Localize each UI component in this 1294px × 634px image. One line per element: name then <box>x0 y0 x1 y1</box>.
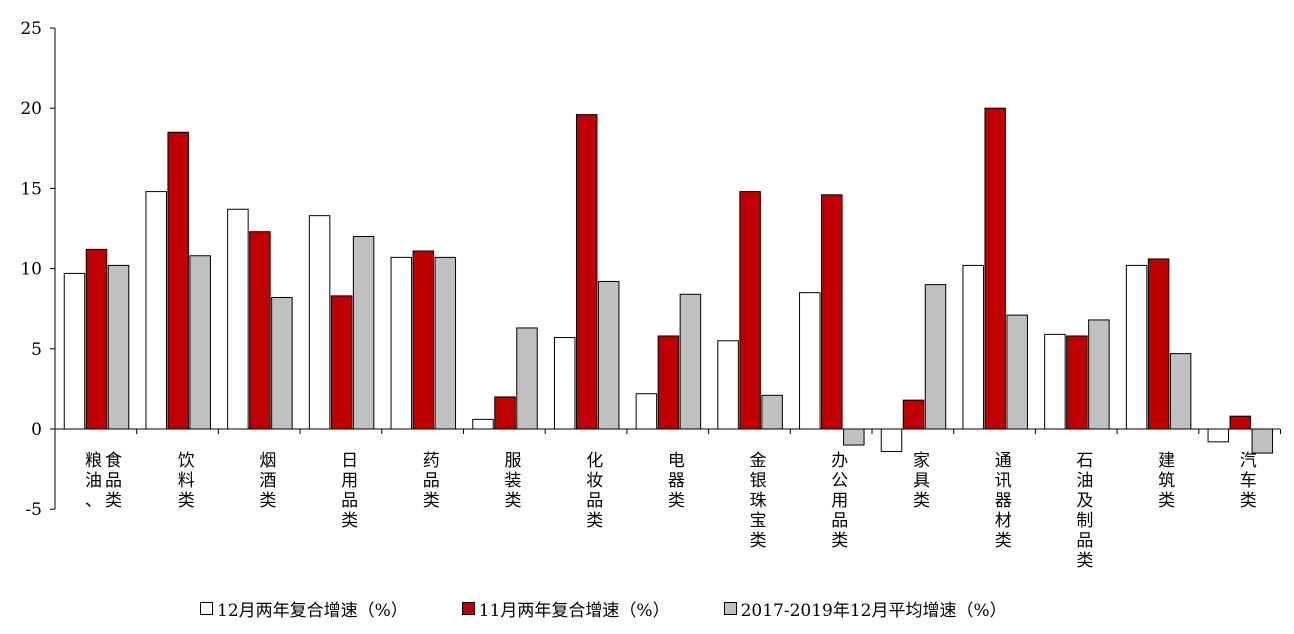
legend-swatch-avg <box>723 601 737 615</box>
x-tick-label: 金银珠宝类 <box>750 451 767 551</box>
bar-s0-c10 <box>880 428 903 452</box>
x-tick-label: 电器类 <box>668 451 685 511</box>
y-tick-label: 0 <box>31 420 42 440</box>
y-tick-label: -5 <box>25 500 42 520</box>
x-tick-label: 服装类 <box>505 451 522 511</box>
x-tick-label: 汽车类 <box>1240 451 1257 511</box>
labels: 粮油、食品类 饮料类 烟酒类 日用品类 药品类 服装类 化妆品类 电器类 金银珠宝类 办公用品类 家… <box>85 451 1257 571</box>
legend-item-avg: 2017-2019年12月平均增速（%） <box>723 596 1007 621</box>
legend-label-avg: 2017-2019年12月平均增速（%） <box>740 600 1007 621</box>
bar-s2-c12 <box>1088 319 1110 430</box>
bar-s1-c8 <box>739 191 761 430</box>
y-tick-label: 25 <box>20 19 42 39</box>
bar-s0-c1 <box>145 191 167 430</box>
bar-s1-c11 <box>984 107 1006 430</box>
bar-s2-c4 <box>434 256 457 430</box>
bar-s2-c6 <box>597 280 620 430</box>
bar-s1-c5 <box>494 396 516 430</box>
bar-s0-c6 <box>553 337 576 430</box>
legend-item-nov: 11月两年复合增速（%） <box>461 596 670 621</box>
bar-s1-c7 <box>657 335 680 430</box>
bar-s0-c3 <box>308 215 331 430</box>
bar-s2-c10 <box>924 284 947 430</box>
bar-s2-c7 <box>679 293 702 430</box>
bar-s1-c10 <box>902 399 925 430</box>
bars <box>63 107 1274 454</box>
x-tick-label: 家具类 <box>913 451 930 511</box>
bar-s1-c9 <box>821 194 843 430</box>
bar-s0-c4 <box>390 256 413 430</box>
bar-s0-c13 <box>1125 264 1148 430</box>
bar-s1-c0 <box>85 248 108 430</box>
legend-swatch-nov <box>461 601 475 615</box>
x-tick-label: 日用品类 <box>341 451 358 531</box>
legend-item-dec: 12月两年复合增速（%） <box>200 596 408 621</box>
y-tick-label: 10 <box>20 260 42 280</box>
bar-s2-c0 <box>107 264 130 430</box>
bar-s1-c2 <box>249 231 271 430</box>
legend-swatch-dec <box>200 601 213 615</box>
bar-chart: 25 20 15 10 5 0 -5 粮油、食品类 饮料类 烟酒类 日用品类 药品类 服装类 化妆品类 电… <box>20 19 1281 571</box>
bar-s2-c11 <box>1006 314 1028 430</box>
y-tick-label: 5 <box>31 340 42 360</box>
bar-s2-c3 <box>352 236 375 430</box>
legend-label-nov: 11月两年复合增速（%） <box>478 600 670 621</box>
bar-s1-c12 <box>1066 335 1088 430</box>
bar-s1-c6 <box>575 114 598 430</box>
x-tick-label: 石油及制品类 <box>1076 451 1093 571</box>
y-tick-label: 20 <box>20 99 42 119</box>
x-tick-label: 粮油、食品类 <box>85 451 122 511</box>
bar-s2-c13 <box>1169 353 1192 430</box>
bar-s0-c2 <box>227 208 249 430</box>
bar-s2-c2 <box>271 296 293 430</box>
bar-s2-c5 <box>516 327 538 430</box>
legend: 12月两年复合增速（%） 11月两年复合增速（%） 2017-2019年12月平… <box>200 593 1007 623</box>
bar-s0-c14 <box>1207 428 1230 443</box>
x-tick-label: 办公用品类 <box>831 451 848 551</box>
bar-s1-c14 <box>1229 415 1252 430</box>
bar-s1-c4 <box>412 250 435 430</box>
bar-s0-c11 <box>962 264 984 430</box>
x-tick-label: 建筑类 <box>1158 451 1175 511</box>
bar-s2-c9 <box>843 428 865 446</box>
x-tick-label: 饮料类 <box>178 451 195 511</box>
y-tick-label: 15 <box>20 179 42 199</box>
bar-s0-c8 <box>717 340 739 430</box>
bar-s1-c3 <box>330 295 353 430</box>
bar-s0-c9 <box>799 292 821 430</box>
bar-s1-c1 <box>167 131 189 430</box>
bar-s0-c12 <box>1044 333 1066 430</box>
legend-label-dec: 12月两年复合增速（%） <box>217 600 408 621</box>
bar-s2-c1 <box>189 255 211 430</box>
bar-s0-c0 <box>63 272 86 430</box>
x-tick-label: 通讯器材类 <box>995 451 1012 551</box>
x-tick-label: 化妆品类 <box>586 451 603 531</box>
bar-s1-c13 <box>1147 258 1170 430</box>
bar-s0-c5 <box>472 418 494 430</box>
bar-s2-c14 <box>1251 428 1274 454</box>
x-tick-label: 药品类 <box>423 451 440 511</box>
bar-s2-c8 <box>761 394 783 430</box>
bar-s0-c7 <box>635 393 658 430</box>
x-tick-label: 烟酒类 <box>259 451 276 511</box>
